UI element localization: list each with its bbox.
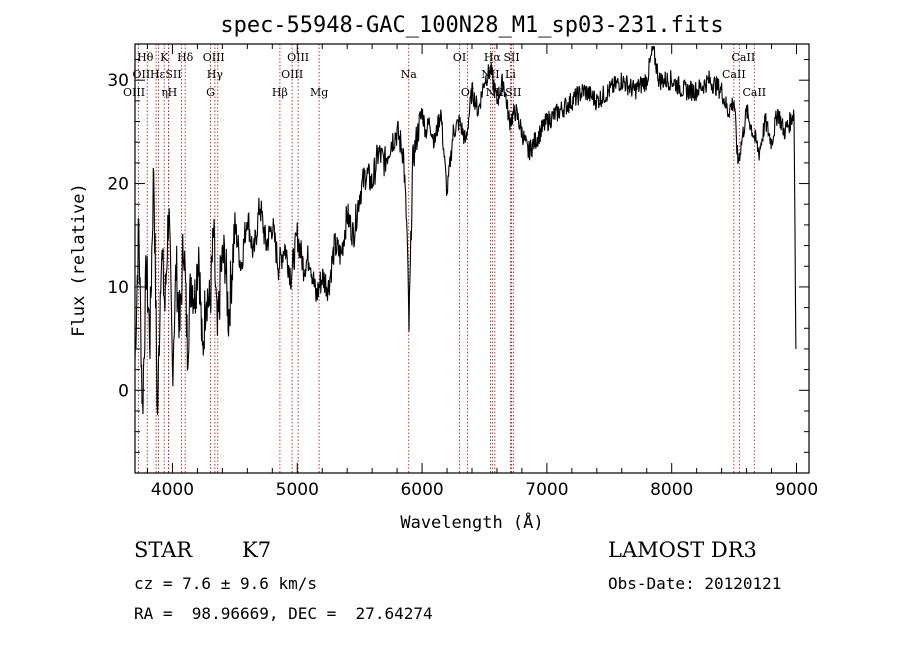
x-tick-label: 6000 (400, 480, 443, 500)
spectral-line-label: η (161, 86, 168, 99)
spectral-line-label: CaII (732, 51, 756, 64)
spectral-line-label: CaII (722, 68, 746, 81)
spectral-line-label: OIII (287, 51, 309, 64)
spectrum-line (134, 45, 797, 415)
object-subclass: K7 (242, 538, 272, 562)
spectral-line-label: Hβ (272, 86, 288, 99)
spectral-line-label: Na (401, 68, 418, 81)
y-tick-label: 30 (107, 71, 129, 91)
y-tick-label: 10 (107, 278, 129, 298)
spectral-line-label: OII (133, 68, 151, 81)
spectral-line-label: Li (505, 68, 516, 81)
spectral-line-label: H (168, 86, 178, 99)
y-tick-label: 20 (107, 175, 129, 195)
spectral-line-markers (137, 44, 755, 473)
coordinates-text: RA = 98.96669, DEC = 27.64274 (134, 604, 433, 623)
spectral-line-label: Hδ (177, 51, 194, 64)
spectral-line-label: SII (165, 68, 181, 81)
spectral-line-label: OIII (281, 68, 303, 81)
redshift-text: cz = 7.6 ± 9.6 km/s (134, 574, 318, 593)
obs-date: Obs-Date: 20120121 (608, 574, 782, 593)
spectral-line-label: Mg (310, 86, 328, 99)
spectral-line-label: Hε (150, 68, 166, 81)
spectral-line-label: G (206, 86, 215, 99)
spectral-line-label: Hθ (137, 51, 154, 64)
spectral-line-label: OIII (203, 51, 225, 64)
x-tick-label: 9000 (775, 480, 818, 500)
x-tick-label: 7000 (525, 480, 568, 500)
plot-frame (134, 43, 810, 474)
x-tick-label: 4000 (151, 480, 194, 500)
survey-name: LAMOST DR3 (608, 538, 757, 562)
spectral-line-labels: Hθ OII OIII Hε Kη H SII Hδ OIII Hγ G Hβ OIII OIII Mg Na… (123, 51, 766, 99)
chart-title: spec-55948-GAC_100N28_M1_sp03-231.fits (220, 13, 723, 38)
spectral-line-label: K (160, 51, 169, 64)
spectral-line-label: Hα (484, 51, 502, 64)
y-tick-label: 0 (118, 381, 129, 401)
object-class: STAR (134, 538, 193, 562)
spectral-line-label: CaII (742, 86, 766, 99)
x-tick-label: 5000 (276, 480, 319, 500)
x-axis-label: Wavelength (Å) (400, 511, 543, 533)
spectral-line-label: SII (503, 51, 519, 64)
spectral-line-label: Hγ (207, 68, 224, 81)
y-axis: 0 10 20 30 (107, 59, 809, 474)
x-axis: 4000 5000 6000 7000 8000 9000 (146, 44, 818, 500)
spectral-line-label: OI (453, 51, 466, 64)
x-tick-label: 8000 (650, 480, 693, 500)
spectral-line-label: OIII (123, 86, 145, 99)
y-axis-label: Flux (relative) (69, 183, 89, 337)
spectral-line-label: SII (505, 86, 521, 99)
